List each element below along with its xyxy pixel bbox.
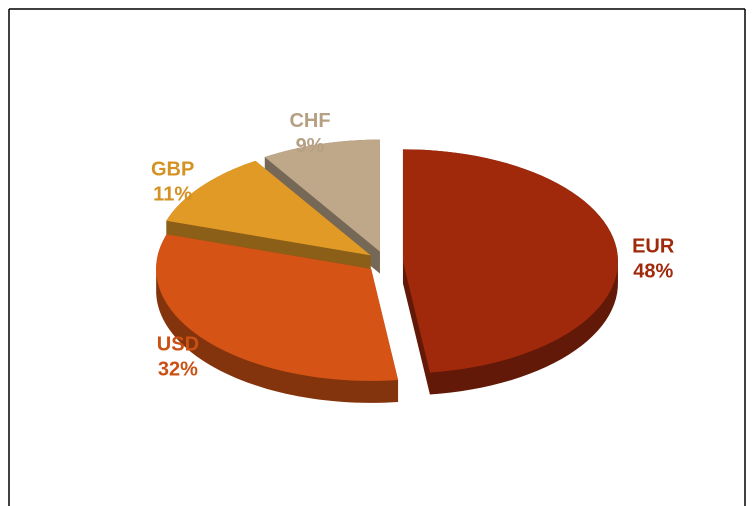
value-label: 48% — [633, 260, 673, 282]
value-label: 9% — [296, 135, 325, 157]
category-label: GBP — [151, 158, 194, 180]
category-label: USD — [157, 334, 199, 356]
slice-top — [166, 160, 371, 256]
value-label: 11% — [153, 183, 192, 205]
pie-slice — [156, 234, 399, 403]
category-label: CHF — [289, 110, 330, 132]
slice-top — [264, 139, 380, 252]
slice-top — [402, 149, 618, 373]
value-label: 32% — [158, 359, 198, 381]
category-label: EUR — [632, 235, 675, 257]
slice-top — [156, 234, 399, 381]
pie-slice — [402, 149, 618, 395]
frame — [8, 8, 746, 506]
